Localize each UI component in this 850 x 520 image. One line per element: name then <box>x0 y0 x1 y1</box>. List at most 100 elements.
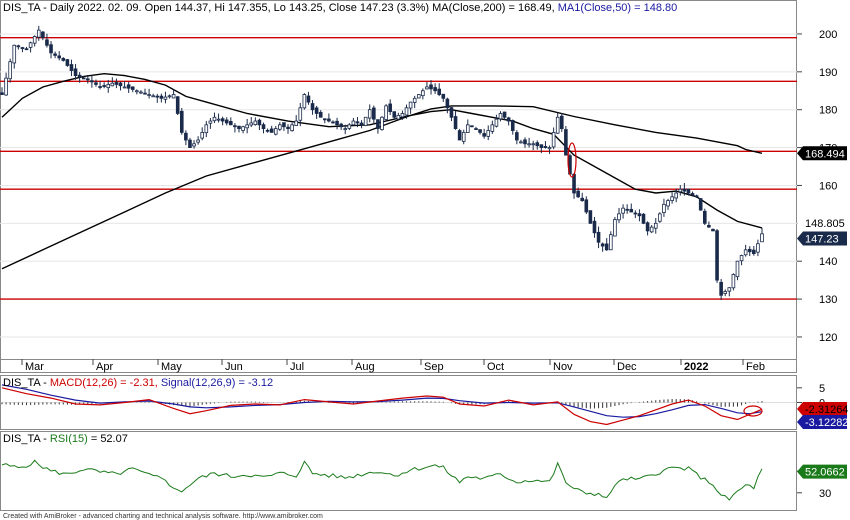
candlestick <box>645 221 650 236</box>
candlestick <box>69 59 74 77</box>
signal-value-label: -3.12282 <box>797 415 848 429</box>
candlestick <box>179 107 184 135</box>
candlestick <box>273 125 278 136</box>
candlestick <box>306 91 311 105</box>
candlestick <box>609 231 613 251</box>
candlestick <box>527 137 531 148</box>
svg-text:-3.12282: -3.12282 <box>805 417 848 429</box>
candlestick <box>45 33 49 48</box>
candlestick <box>351 117 356 126</box>
candlestick <box>707 221 711 228</box>
candlestick <box>649 225 654 234</box>
rsi-header: DIS_TA - RSI(15) = 52.07 <box>3 433 128 445</box>
candlestick <box>86 74 90 84</box>
candlestick <box>629 203 634 213</box>
candlestick <box>637 209 642 222</box>
candlestick <box>449 107 454 122</box>
candlestick <box>531 140 535 151</box>
candlestick <box>486 125 491 141</box>
candlestick <box>159 93 164 103</box>
candlestick <box>670 192 674 204</box>
candlestick <box>564 126 568 156</box>
macd-tick-label: 5 <box>819 383 825 395</box>
candlestick <box>617 207 621 223</box>
candlestick <box>290 122 294 132</box>
candlestick <box>613 216 617 237</box>
candlestick <box>224 117 229 126</box>
macd-value-label: -2.31264 <box>797 402 848 416</box>
candlestick <box>151 93 155 98</box>
candlestick <box>253 117 258 126</box>
candlestick <box>547 145 552 154</box>
candlestick <box>376 119 380 134</box>
rsi-line <box>1 459 763 501</box>
price-tick-label: 130 <box>819 294 837 306</box>
candlestick <box>674 188 678 203</box>
candlestick <box>592 217 597 238</box>
candlestick <box>143 88 147 95</box>
candlestick <box>698 197 703 211</box>
candlestick <box>474 126 478 130</box>
candlestick <box>106 79 111 93</box>
candlestick <box>735 260 740 281</box>
candlestick <box>130 86 135 93</box>
candlestick <box>237 125 241 133</box>
candlestick <box>662 198 666 217</box>
candlestick <box>110 77 115 87</box>
x-tick-label: Aug <box>355 361 375 373</box>
ma50-value-label: 148.805 <box>797 215 847 230</box>
candlestick <box>551 127 556 150</box>
candlestick <box>715 229 719 283</box>
candlestick <box>747 246 752 256</box>
candlestick <box>555 112 560 134</box>
candlestick <box>380 116 384 131</box>
candlestick <box>756 239 760 257</box>
candlestick <box>302 93 307 110</box>
candlestick <box>633 210 638 219</box>
candlestick <box>523 137 527 148</box>
candlestick <box>32 35 37 47</box>
candlestick <box>343 124 348 135</box>
macd-lines <box>1 384 763 426</box>
x-tick-label: May <box>161 361 182 373</box>
horizontal-levels <box>0 37 797 300</box>
candlestick <box>269 125 274 133</box>
candlestick <box>510 119 515 135</box>
candlestick <box>702 208 707 226</box>
candlestick <box>212 112 217 124</box>
candlestick <box>57 51 62 61</box>
candlestick <box>719 278 723 301</box>
candlestick <box>731 273 736 291</box>
svg-text:147.23: 147.23 <box>805 233 839 245</box>
rsi-last-value-labels: 52.0662 <box>797 464 847 479</box>
candlestick <box>294 115 298 127</box>
candlestick <box>41 30 45 41</box>
candlestick <box>372 105 376 125</box>
candlestick <box>241 125 245 134</box>
candlestick <box>298 102 303 127</box>
price-y-axis: 120130140150160170180190200 <box>797 29 837 344</box>
svg-text:168.494: 168.494 <box>805 148 845 160</box>
candlestick <box>188 137 192 148</box>
candlestick <box>686 188 691 196</box>
candlestick <box>114 78 119 89</box>
candlestick <box>760 228 764 243</box>
candlestick <box>388 99 392 116</box>
svg-text:-2.31264: -2.31264 <box>805 404 848 416</box>
x-axis-ticks: Mar Apr May Jun Jul Aug Sep Oct Nov Dec 2022 Feb <box>21 359 765 373</box>
candlestick <box>36 25 41 41</box>
candlestick <box>743 244 748 257</box>
candlestick <box>257 118 262 131</box>
candlestick <box>559 112 564 132</box>
macd-path <box>1 387 763 426</box>
candlestick <box>24 46 29 51</box>
price-panel-frame <box>0 0 797 373</box>
candlestick <box>625 204 629 214</box>
macd-header: DIS_TA - MACD(12,26) = -2.31, Signal(12,… <box>3 377 273 389</box>
candlestick <box>752 246 756 256</box>
candlestick <box>53 51 57 59</box>
rsi-panel-frame <box>0 431 797 511</box>
candlestick <box>90 75 94 88</box>
candlestick <box>261 122 266 134</box>
candlestick <box>208 118 213 129</box>
